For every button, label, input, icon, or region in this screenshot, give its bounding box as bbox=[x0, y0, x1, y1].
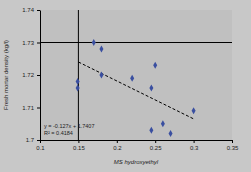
x-axis-title: MS hydroxyethyl bbox=[114, 159, 159, 165]
y-tick-mark bbox=[37, 43, 40, 44]
x-tick: 0.25 bbox=[150, 140, 162, 151]
plot-area bbox=[40, 10, 232, 140]
x-tick: 0.35 bbox=[227, 140, 239, 151]
trendline bbox=[78, 62, 193, 119]
x-tick-label: 0.25 bbox=[150, 145, 162, 151]
x-tick-label: 0.1 bbox=[36, 145, 45, 151]
annotation: y = -0.127x + 1.7407 bbox=[44, 123, 94, 129]
y-tick-label: 1.74 bbox=[22, 7, 34, 13]
y-axis: 1.7 1.71 1.72 1.73 1.74 bbox=[22, 7, 40, 143]
horizontal-reference-line bbox=[40, 42, 232, 43]
y-tick: 1.73 bbox=[22, 40, 40, 46]
x-axis: 0.1 0.15 0.2 0.25 0.3 0.35 bbox=[36, 140, 239, 151]
y-tick-label: 1.71 bbox=[22, 105, 34, 111]
x-tick: 0.15 bbox=[73, 140, 85, 151]
y-tick-label: 1.72 bbox=[22, 72, 34, 78]
data-point bbox=[161, 120, 165, 127]
vertical-reference-line bbox=[78, 10, 79, 140]
x-tick-mark bbox=[232, 140, 233, 143]
y-tick-mark bbox=[37, 108, 40, 109]
data-point bbox=[92, 39, 96, 46]
data-point bbox=[149, 127, 153, 134]
x-tick-mark bbox=[117, 140, 118, 143]
background bbox=[0, 0, 251, 172]
x-tick: 0.1 bbox=[36, 140, 45, 151]
y-tick: 1.7 bbox=[26, 137, 40, 143]
annotation: R² = 0.4184 bbox=[44, 130, 73, 136]
y-tick: 1.71 bbox=[22, 105, 40, 111]
x-tick-mark bbox=[155, 140, 156, 143]
x-axis-line bbox=[41, 140, 233, 141]
data-point bbox=[99, 72, 103, 79]
x-tick-label: 0.3 bbox=[190, 145, 199, 151]
x-tick-label: 0.35 bbox=[227, 145, 239, 151]
data-point bbox=[153, 62, 157, 69]
y-tick-mark bbox=[37, 75, 40, 76]
data-point bbox=[149, 85, 153, 92]
y-tick: 1.74 bbox=[22, 7, 40, 13]
y-tick-label: 1.73 bbox=[22, 40, 34, 46]
x-tick-mark bbox=[78, 140, 79, 143]
data-point bbox=[76, 85, 80, 92]
x-tick: 0.3 bbox=[190, 140, 199, 151]
y-axis-title: Fresh mortar density (kg/l) bbox=[3, 40, 9, 110]
y-tick-mark bbox=[37, 10, 40, 11]
data-point bbox=[169, 130, 173, 137]
y-tick: 1.72 bbox=[22, 72, 40, 78]
data-point bbox=[99, 46, 103, 53]
x-tick-label: 0.15 bbox=[73, 145, 85, 151]
x-tick-label: 0.2 bbox=[113, 145, 122, 151]
data-point bbox=[76, 78, 80, 85]
data-point bbox=[130, 75, 134, 82]
y-tick-mark bbox=[37, 140, 40, 141]
y-axis-line bbox=[40, 11, 41, 141]
y-tick-label: 1.7 bbox=[26, 137, 35, 143]
x-tick: 0.2 bbox=[113, 140, 122, 151]
plot-marks bbox=[40, 10, 232, 140]
data-point bbox=[192, 107, 196, 114]
x-tick-mark bbox=[194, 140, 195, 143]
chart: 0.1 0.15 0.2 0.25 0.3 0.35 1.7 1.71 1.72 1.73 1.74… bbox=[0, 0, 251, 172]
